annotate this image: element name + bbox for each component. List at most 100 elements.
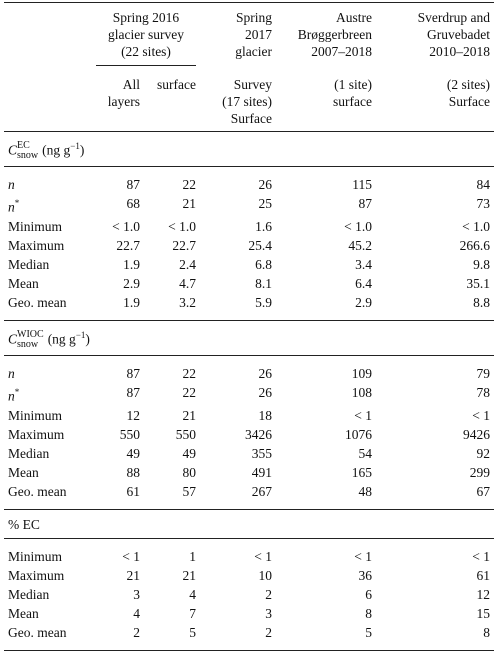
unit-close: )	[79, 142, 85, 158]
data-row: Geo. mean 2 5 2 5 8	[4, 623, 494, 642]
row-label-cell: Maximum	[4, 566, 92, 585]
cell-value: 49	[182, 445, 197, 461]
cell-value: 49	[126, 445, 141, 461]
subscript: snow	[17, 339, 39, 351]
cell-value: 87	[358, 196, 373, 212]
cell-value: 26	[258, 385, 273, 401]
cell-value: 48	[358, 483, 373, 499]
cell-value: 4	[133, 605, 140, 621]
sub-sup: WIOC snow	[17, 330, 44, 350]
row-label: Median	[8, 445, 50, 461]
cell-value: 6.8	[255, 256, 272, 272]
column-header: Spring 2017 glacier	[200, 2, 276, 70]
data-row: Maximum 21 21 10 36 61	[4, 566, 494, 585]
cell-value: 88	[126, 464, 141, 480]
row-label-cell: Mean	[4, 463, 92, 482]
subheader-row: All layers surface Survey (17 sites) Surfac…	[4, 70, 494, 132]
spacer	[4, 501, 494, 510]
cell-value: 267	[251, 483, 272, 499]
cell-value: 22	[182, 385, 197, 401]
cell-value: 4.7	[179, 275, 196, 291]
row-label: Maximum	[8, 426, 65, 442]
cell-value: < 1.0	[462, 218, 490, 234]
cell-value: < 1	[354, 407, 372, 423]
cell-value: 87	[126, 177, 141, 193]
row-label: n	[8, 199, 15, 215]
data-row: Mean 88 80 491 165 299	[4, 463, 494, 482]
cell-value: 68	[126, 196, 141, 212]
spacer-cell	[4, 538, 494, 547]
row-label: Mean	[8, 275, 39, 291]
row-label: Geo. mean	[8, 294, 67, 310]
cell-value: 8	[365, 605, 372, 621]
spacer-cell	[4, 641, 494, 651]
data-row: Geo. mean 61 57 267 48 67	[4, 482, 494, 501]
header-line: (2 sites)	[446, 77, 490, 92]
row-label: Mean	[8, 464, 39, 480]
header-line: Gruvebadet	[427, 27, 490, 42]
cell-value: 299	[469, 464, 490, 480]
cell-value: 61	[126, 483, 141, 499]
column-header: Austre Brøggerbreen 2007–2018	[276, 2, 376, 70]
symbol: C	[8, 331, 18, 347]
data-row: Median 3 4 2 6 12	[4, 585, 494, 604]
cell-value: 12	[476, 586, 491, 602]
row-label-cell: Median	[4, 444, 92, 463]
cell-value: 550	[175, 426, 196, 442]
row-label-cell: Maximum	[4, 236, 92, 255]
cell-value: 22	[182, 177, 197, 193]
cell-value: 6.4	[355, 275, 372, 291]
row-label-cell: Minimum	[4, 406, 92, 425]
row-label: Mean	[8, 605, 39, 621]
data-row: Median 49 49 355 54 92	[4, 444, 494, 463]
data-row: Minimum < 1 1 < 1 < 1 < 1	[4, 547, 494, 566]
cell-value: 26	[258, 366, 273, 382]
cell-value: < 1	[254, 548, 272, 564]
row-label: Geo. mean	[8, 483, 67, 499]
cell-value: 22.7	[172, 237, 196, 253]
row-label: Minimum	[8, 407, 63, 423]
row-label-cell: Median	[4, 255, 92, 274]
spacer	[4, 312, 494, 321]
superscript: WIOC	[17, 329, 44, 341]
header-line: Spring 2016	[112, 10, 180, 25]
header-line: Sverdrup and	[417, 10, 490, 25]
section-row: C WIOC snow (ng g−1)	[4, 319, 494, 357]
header-line: Brøggerbreen	[297, 27, 372, 42]
cell-value: 22.7	[116, 237, 140, 253]
column-header: (2 sites) Surface	[376, 70, 494, 132]
cell-value: 491	[251, 464, 272, 480]
header-line: (22 sites)	[121, 44, 171, 59]
cell-value: 108	[351, 385, 372, 401]
column-header: (1 site) surface	[276, 70, 376, 132]
cell-value: 1.9	[123, 294, 140, 310]
header-line: surface	[157, 77, 196, 92]
cell-value: 1.6	[255, 218, 272, 234]
cell-value: 165	[351, 464, 372, 480]
cell-value: 2.9	[123, 275, 140, 291]
row-label-cell: Geo. mean	[4, 293, 92, 312]
cell-value: 115	[352, 177, 372, 193]
spacer	[4, 641, 494, 651]
header-line: Austre	[336, 10, 372, 25]
data-row: Maximum 550 550 3426 1076 9426	[4, 425, 494, 444]
unit: (ng g	[42, 142, 71, 158]
cell-value: 57	[182, 483, 197, 499]
cell-value: 2	[265, 586, 272, 602]
unit-close: )	[85, 331, 90, 347]
row-label: Minimum	[8, 548, 63, 564]
cell-value: 2	[133, 624, 140, 640]
row-label-sup: *	[14, 387, 20, 398]
data-row: Mean 4 7 3 8 15	[4, 604, 494, 623]
cell-value: 6	[365, 586, 372, 602]
cell-value: < 1.0	[168, 218, 196, 234]
cell-value: 355	[251, 445, 272, 461]
cell-value: 5	[365, 624, 372, 640]
cell-value: 3426	[245, 426, 272, 442]
cell-value: 10	[258, 567, 273, 583]
unit-exponent: −1	[75, 329, 86, 340]
row-label-cell: Maximum	[4, 425, 92, 444]
header-row: Spring 2016 glacier survey (22 sites) Spri…	[4, 2, 494, 70]
cell-value: 25.4	[248, 237, 272, 253]
